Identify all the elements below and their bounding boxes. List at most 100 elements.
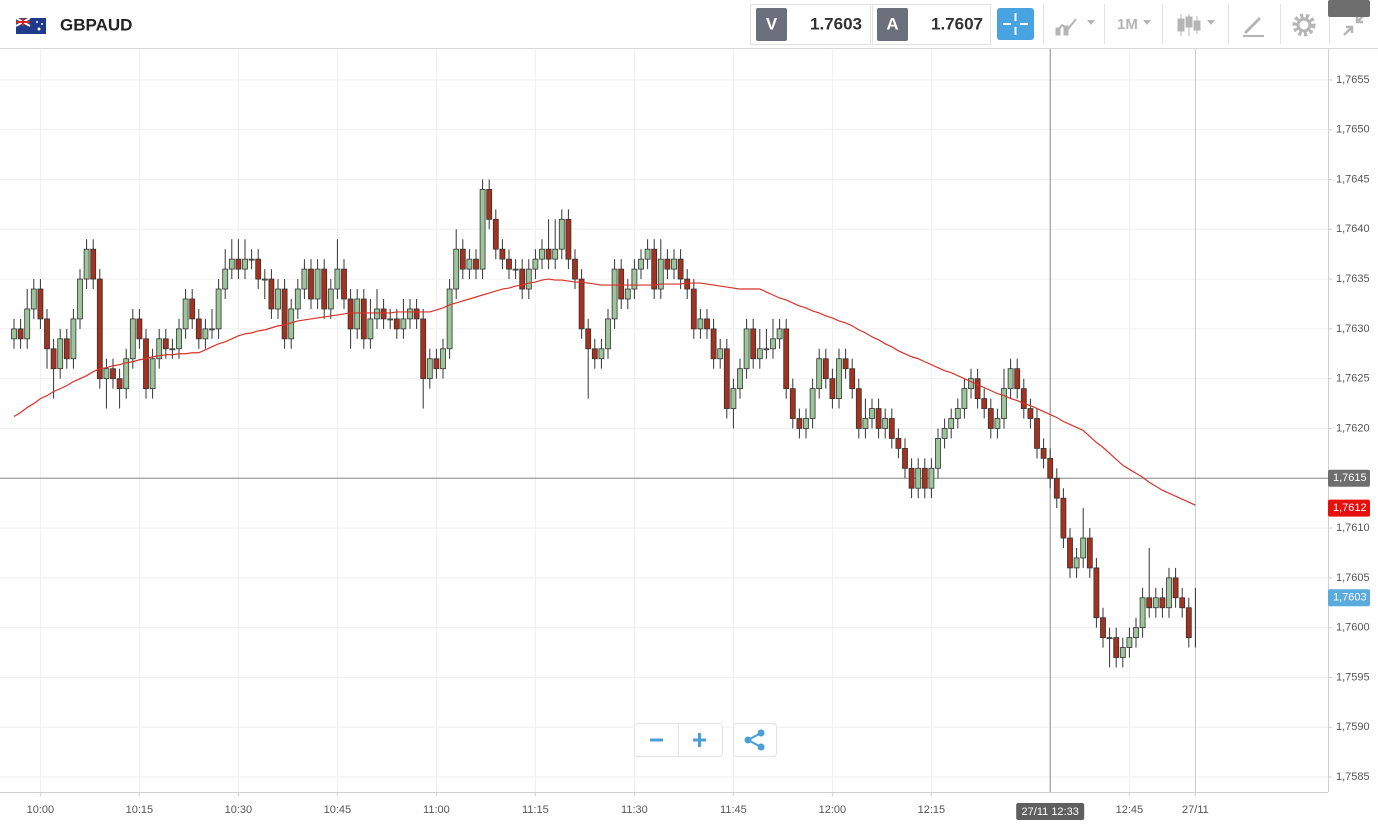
candle-body <box>737 368 743 390</box>
x-tick-label: 12:00 <box>819 804 847 816</box>
indicator-button[interactable] <box>1055 18 1095 36</box>
share-button[interactable] <box>733 723 777 757</box>
candle-body <box>83 248 90 280</box>
last-price-box <box>1328 589 1370 607</box>
x-tick-label: 11:15 <box>522 804 549 816</box>
candle-body <box>400 318 407 330</box>
candle-body <box>360 298 367 340</box>
candle-body <box>888 418 895 439</box>
candle-body <box>512 268 519 271</box>
candle-body <box>222 268 229 290</box>
settings-button[interactable] <box>1292 13 1316 37</box>
candle-body <box>156 338 163 360</box>
y-tick-label: 1,7610 <box>1336 522 1370 534</box>
candle-body <box>242 258 248 270</box>
candle-body <box>1126 637 1133 648</box>
candle-body <box>836 358 842 399</box>
candle-body <box>215 288 222 330</box>
candle-body <box>935 438 941 469</box>
candle-body <box>294 288 301 310</box>
candle-body <box>789 388 796 419</box>
candle-body <box>341 268 347 300</box>
y-tick-label: 1,7635 <box>1336 273 1370 285</box>
candle-body <box>1080 537 1087 559</box>
candle-body <box>961 388 968 409</box>
draw-button[interactable] <box>1243 16 1264 37</box>
toolbar <box>0 0 1378 48</box>
crosshair-button[interactable] <box>997 8 1034 40</box>
candle-body <box>281 288 288 340</box>
candle-body <box>446 288 453 350</box>
y-tick-label: 1,7620 <box>1336 422 1370 434</box>
candle-body <box>895 438 902 449</box>
candle-body <box>1152 597 1159 609</box>
candle-body <box>677 258 684 280</box>
candle-body <box>136 318 143 340</box>
candle-body <box>974 378 981 399</box>
x-tick-label: 11:45 <box>720 804 747 816</box>
candle-body <box>334 268 341 290</box>
candle-body <box>1067 537 1073 569</box>
candle-body <box>189 298 196 320</box>
candle-body <box>816 358 823 390</box>
timeframe[interactable]: 1M <box>1117 16 1138 33</box>
chart-type-button[interactable] <box>1177 14 1215 36</box>
candle-body <box>657 258 664 290</box>
candle-body <box>354 298 361 330</box>
candle-body <box>539 248 545 260</box>
candle-body <box>182 298 189 330</box>
y-tick-label: 1,7585 <box>1336 771 1370 783</box>
candle-body <box>17 328 24 340</box>
candle-body <box>776 328 783 340</box>
candle-body <box>638 258 644 270</box>
candle-body <box>1060 497 1067 539</box>
candle-body <box>90 248 97 280</box>
candle-body <box>743 328 750 370</box>
candle-body <box>829 378 836 399</box>
candle-body <box>301 268 308 290</box>
candle-body <box>803 418 809 429</box>
candle-body <box>954 408 961 419</box>
candle-body <box>308 268 314 300</box>
candle-body <box>941 428 948 439</box>
candle-body <box>1139 597 1146 629</box>
candle-body <box>690 288 697 330</box>
candle-body <box>1179 597 1186 609</box>
candle-body <box>671 258 677 270</box>
y-tick-label: 1,7605 <box>1336 572 1370 584</box>
candle-body <box>413 308 420 320</box>
x-tick-label: 12:15 <box>918 804 946 816</box>
candle-body <box>123 358 130 390</box>
candle-body <box>393 318 400 330</box>
candle-body <box>1007 368 1014 390</box>
x-tick-label: 11:30 <box>621 804 648 816</box>
ask-label: A <box>886 14 898 33</box>
crosshair-price-box <box>1328 469 1370 487</box>
candle-body <box>314 268 321 300</box>
candle-body <box>57 338 64 370</box>
candle-body <box>770 338 776 350</box>
crosshair-price-box <box>1328 0 1370 17</box>
candle-body <box>202 328 209 340</box>
candle-body <box>644 248 651 260</box>
symbol: GBPAUD <box>60 15 132 34</box>
candle-body <box>723 348 730 409</box>
candle-body <box>611 268 618 320</box>
crosshair-time-box <box>1016 803 1085 820</box>
candle-body <box>499 248 506 260</box>
candle-body <box>948 418 955 429</box>
bid-price: 1.7603 <box>810 14 862 33</box>
candle-body <box>1146 597 1153 609</box>
candle-body <box>129 318 136 360</box>
candle-body <box>235 258 242 270</box>
x-tick-label: 27/11 <box>1182 804 1209 816</box>
candle-body <box>545 248 552 260</box>
candle-body <box>631 268 638 290</box>
candle-body <box>44 318 50 350</box>
crosshair-icon <box>1003 13 1028 35</box>
candle-body <box>347 298 354 330</box>
candle-body <box>525 268 532 290</box>
collapse-button[interactable] <box>1343 13 1366 36</box>
y-tick-label: 1,7645 <box>1336 173 1370 185</box>
ask-price: 1.7607 <box>931 14 983 33</box>
